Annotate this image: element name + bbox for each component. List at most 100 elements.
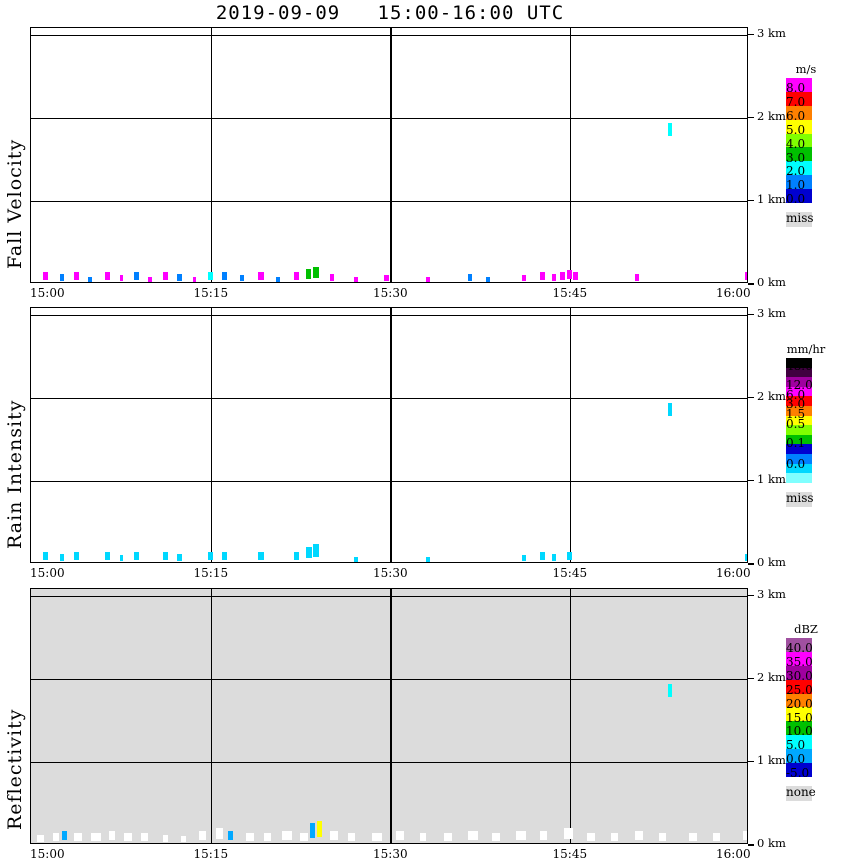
- data-mark: [491, 833, 500, 841]
- colorbar-missing-label-fall-velocity: miss: [786, 211, 814, 226]
- y-tick-mark: [748, 396, 754, 399]
- colorbar-tick-label: 1.0: [786, 178, 806, 193]
- data-mark: [743, 830, 747, 840]
- y-tick-label: 0 km: [757, 555, 786, 569]
- x-tick-label: 15:30: [373, 286, 408, 300]
- data-mark: [745, 271, 747, 280]
- colorbar-band: [786, 147, 812, 162]
- plot-area-fall-velocity: [30, 27, 748, 283]
- data-mark: [276, 276, 281, 282]
- panel-axis-label-reflectivity: Reflectivity: [4, 708, 26, 830]
- data-mark: [573, 271, 578, 280]
- data-mark: [240, 274, 245, 281]
- y-tick-label: 0 km: [757, 836, 786, 850]
- y-tick-mark: [748, 199, 754, 202]
- data-mark: [258, 271, 264, 280]
- gridline-h-1km: [31, 761, 747, 764]
- data-mark: [539, 551, 545, 560]
- x-tick-label: 15:00: [30, 286, 65, 300]
- colorbar-band: [786, 707, 812, 722]
- y-tick-label: 1 km: [757, 752, 786, 767]
- colorbar-band: [786, 721, 812, 736]
- data-mark: [105, 551, 111, 560]
- data-mark: [162, 551, 168, 560]
- data-mark: [330, 830, 339, 840]
- colorbar-title-rain-intensity: mm/hr: [786, 342, 826, 356]
- colorbar-band: [786, 175, 812, 190]
- x-tick-label: 15:30: [373, 847, 408, 861]
- data-mark: [59, 554, 64, 561]
- colorbar-band: [786, 78, 812, 92]
- data-mark: [52, 833, 60, 841]
- colorbar-band: [786, 444, 812, 454]
- colorbar-band: [786, 415, 812, 426]
- colorbar-band: [786, 367, 812, 378]
- data-mark: [90, 833, 101, 841]
- data-mark: [198, 830, 207, 840]
- y-tick-mark: [748, 563, 754, 565]
- y-tick-mark: [748, 594, 754, 597]
- data-mark: [300, 833, 309, 841]
- data-mark: [208, 271, 214, 280]
- colorbar-tick-label: 15.0: [786, 710, 813, 725]
- data-mark: [354, 556, 359, 562]
- colorbar-band: [786, 91, 812, 106]
- x-tick-label: 15:00: [30, 566, 65, 580]
- data-mark: [133, 272, 139, 280]
- data-mark: [74, 833, 82, 841]
- colorbar-tick-label: 40.0: [786, 641, 813, 655]
- colorbar-band: [786, 377, 812, 387]
- colorbar-tick-label: 5.0: [786, 122, 806, 137]
- colorbar-band: [786, 463, 812, 474]
- y-tick-mark: [748, 313, 754, 316]
- data-mark: [467, 274, 473, 281]
- x-tick-label: 15:15: [193, 286, 229, 300]
- y-tick-mark: [748, 116, 754, 119]
- colorbar-tick-label: 0.0: [786, 752, 806, 767]
- data-mark: [258, 551, 264, 560]
- x-tick-label: 15:00: [30, 847, 65, 861]
- gridline-h-1km: [31, 480, 747, 483]
- y-tick-label: 2 km: [757, 388, 786, 403]
- gridline-h-2km: [31, 678, 747, 681]
- data-mark: [567, 551, 573, 560]
- data-mark: [443, 833, 452, 841]
- data-mark: [180, 835, 186, 842]
- colorbar-band: [786, 693, 812, 708]
- data-mark: [74, 272, 79, 280]
- x-tick-label: 15:30: [373, 566, 408, 580]
- data-mark: [306, 269, 312, 279]
- data-mark: [119, 554, 124, 561]
- data-mark: [133, 552, 139, 560]
- colorbar-band: [786, 638, 812, 652]
- colorbar-tick-label: 6.0: [786, 108, 806, 123]
- data-mark: [384, 274, 389, 281]
- gridline-v-45min: [569, 308, 571, 562]
- data-mark: [551, 274, 557, 281]
- data-mark: [425, 556, 430, 562]
- plot-area-rain-intensity: [30, 307, 748, 563]
- colorbar-band: [786, 665, 812, 680]
- colorbar-tick-label: 3.0: [786, 397, 806, 412]
- y-tick-label: 2 km: [757, 669, 786, 684]
- colorbar-band: [786, 679, 812, 694]
- data-mark: [713, 833, 720, 841]
- colorbar-missing-swatch-reflectivity: [786, 786, 812, 801]
- gridline-v-45min: [569, 589, 571, 843]
- colorbar-band: [786, 453, 812, 464]
- colorbar-tick-label: 20.0: [786, 696, 813, 711]
- colorbar-tick-label: 35.0: [786, 654, 813, 669]
- data-mark: [108, 830, 116, 840]
- data-mark: [611, 833, 618, 841]
- data-mark: [521, 554, 527, 561]
- data-mark: [222, 552, 228, 560]
- y-tick-label: 3 km: [757, 25, 786, 40]
- data-mark: [208, 551, 214, 560]
- colorbar-missing-swatch-fall-velocity: [786, 212, 812, 228]
- colorbar-band: [786, 651, 812, 666]
- gridline-v-15min: [210, 589, 212, 843]
- colorbar-band: [786, 763, 812, 777]
- data-mark: [59, 274, 64, 281]
- data-mark: [228, 830, 234, 840]
